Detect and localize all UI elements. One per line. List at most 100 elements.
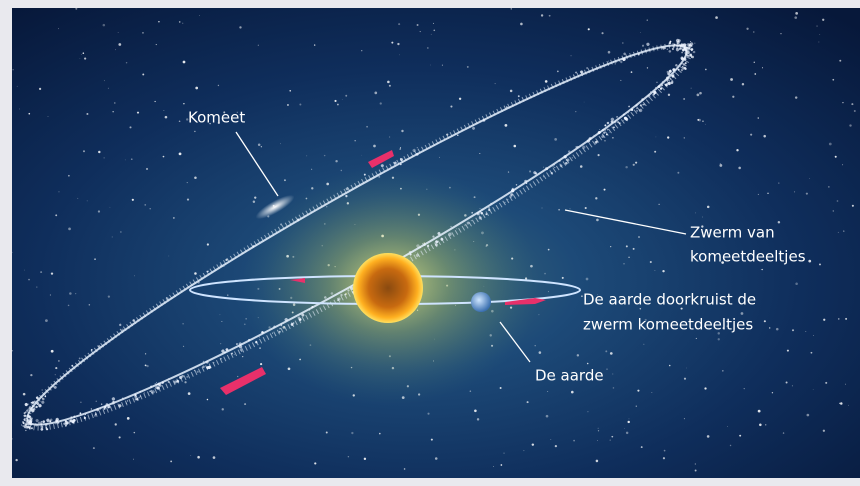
star <box>187 198 189 200</box>
star <box>683 98 685 100</box>
star <box>289 90 291 92</box>
star <box>433 23 434 24</box>
star <box>287 104 289 106</box>
star <box>58 28 59 29</box>
star <box>112 111 113 112</box>
star <box>40 271 42 273</box>
star <box>98 151 100 153</box>
star <box>81 54 82 55</box>
star <box>787 350 789 352</box>
star <box>348 456 349 457</box>
star <box>746 28 748 30</box>
star <box>778 182 779 183</box>
star <box>477 418 479 420</box>
star <box>188 392 191 395</box>
star <box>555 445 557 447</box>
star <box>806 193 808 195</box>
star <box>612 137 613 138</box>
star <box>677 172 679 174</box>
star <box>604 189 606 191</box>
star <box>86 113 88 115</box>
star <box>158 21 159 22</box>
star <box>93 447 95 449</box>
star <box>722 370 723 371</box>
star <box>118 43 121 46</box>
star <box>75 293 76 294</box>
star <box>168 256 169 257</box>
star <box>398 23 400 25</box>
star <box>636 406 637 407</box>
star <box>762 67 763 68</box>
star <box>259 347 261 349</box>
star <box>387 81 390 84</box>
star <box>598 154 600 156</box>
star <box>98 210 100 212</box>
star <box>548 291 549 292</box>
star <box>501 464 503 466</box>
star <box>562 277 564 279</box>
star <box>15 459 17 461</box>
star <box>127 417 130 420</box>
star <box>417 24 419 26</box>
star <box>715 16 718 19</box>
star <box>351 432 353 434</box>
star <box>545 80 548 83</box>
star <box>684 378 686 380</box>
star <box>479 153 480 154</box>
star <box>539 351 542 354</box>
star <box>651 392 652 393</box>
star <box>650 261 652 263</box>
star <box>183 103 184 104</box>
star <box>845 384 846 385</box>
star <box>220 343 221 344</box>
star <box>222 408 224 410</box>
star <box>654 151 656 153</box>
star <box>11 350 12 351</box>
star <box>397 43 399 45</box>
star <box>548 249 550 251</box>
star <box>179 152 182 155</box>
star <box>133 459 134 460</box>
star <box>835 156 837 158</box>
star <box>115 423 117 425</box>
star <box>237 376 238 377</box>
star <box>640 32 641 33</box>
star <box>510 90 513 93</box>
star <box>503 452 504 453</box>
star <box>571 391 574 394</box>
star <box>763 135 766 138</box>
star <box>544 273 546 275</box>
crossing-label: De aarde doorkruist de <box>583 291 756 309</box>
star <box>598 428 599 429</box>
star <box>736 149 738 151</box>
star <box>823 319 825 321</box>
star <box>156 44 157 45</box>
star <box>11 438 12 439</box>
star <box>197 456 200 459</box>
star <box>848 405 849 406</box>
star <box>420 31 421 32</box>
star <box>778 221 780 223</box>
star <box>391 42 393 44</box>
star <box>684 418 685 419</box>
star <box>194 176 197 179</box>
star <box>96 401 97 402</box>
star <box>620 80 621 81</box>
star <box>759 424 762 427</box>
star <box>50 294 51 295</box>
star <box>527 401 529 403</box>
star <box>823 430 825 432</box>
star <box>280 143 281 144</box>
star <box>807 414 810 417</box>
star <box>108 88 109 89</box>
star <box>604 140 606 142</box>
star <box>145 364 147 366</box>
star <box>220 314 221 315</box>
star <box>187 182 188 183</box>
crossing-label: zwerm komeetdeeltjes <box>583 316 753 334</box>
star <box>118 32 119 33</box>
star <box>598 430 599 431</box>
star <box>704 387 706 389</box>
star <box>825 382 827 384</box>
star <box>115 49 116 50</box>
